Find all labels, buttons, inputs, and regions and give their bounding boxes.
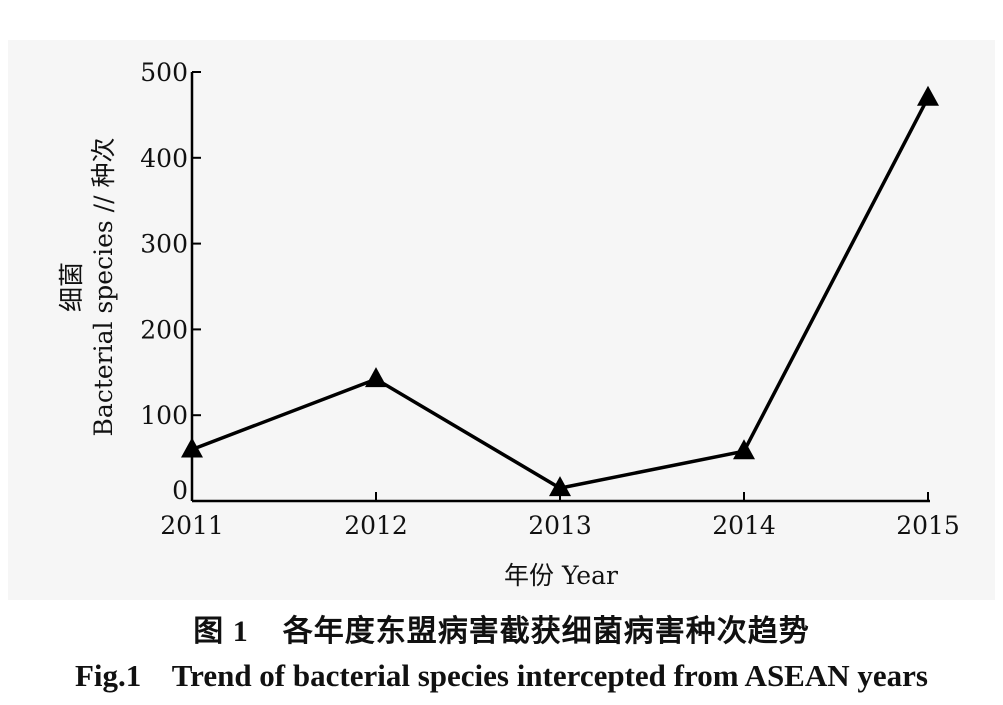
axes (190, 72, 930, 503)
x-tick-label: 2013 (528, 511, 592, 540)
series-layer (181, 85, 939, 497)
x-tick-label: 2014 (712, 511, 776, 540)
x-tick-label: 2012 (344, 511, 408, 540)
x-tick-label: 2011 (160, 511, 224, 540)
figure-caption-english: Fig.1 Trend of bacterial species interce… (75, 658, 928, 693)
series-line (191, 96, 930, 490)
y-axis-label-line-1: 细菌 (57, 262, 86, 312)
data-point-marker (917, 85, 939, 106)
x-axis-label: 年份 Year (504, 561, 618, 590)
data-point-marker (549, 476, 571, 497)
y-tick-label: 500 (140, 58, 188, 87)
x-tick-label: 2015 (896, 511, 960, 540)
y-tick-label: 300 (140, 230, 188, 259)
y-tick-label: 100 (140, 401, 188, 430)
line-chart: 0 100 200 300 400 500 2011 2012 2013 2014 2015 年份… (57, 58, 960, 590)
y-axis-label: 细菌 Bacterial species // 种次 (57, 138, 118, 437)
y-tick-label: 0 (172, 476, 188, 505)
x-ticks: 2011 2012 2013 2014 2015 (160, 492, 960, 540)
y-tick-label: 400 (140, 144, 188, 173)
y-ticks: 0 100 200 300 400 500 (140, 58, 201, 505)
data-point-marker (365, 367, 387, 388)
data-point-marker (733, 439, 755, 460)
y-tick-label: 200 (140, 315, 188, 344)
plot-panel (8, 40, 995, 600)
figure-caption-chinese: 图 1 各年度东盟病害截获细菌病害种次趋势 (193, 615, 810, 648)
y-axis-label-line-2: Bacterial species // 种次 (89, 138, 118, 437)
data-point-marker (181, 437, 203, 458)
